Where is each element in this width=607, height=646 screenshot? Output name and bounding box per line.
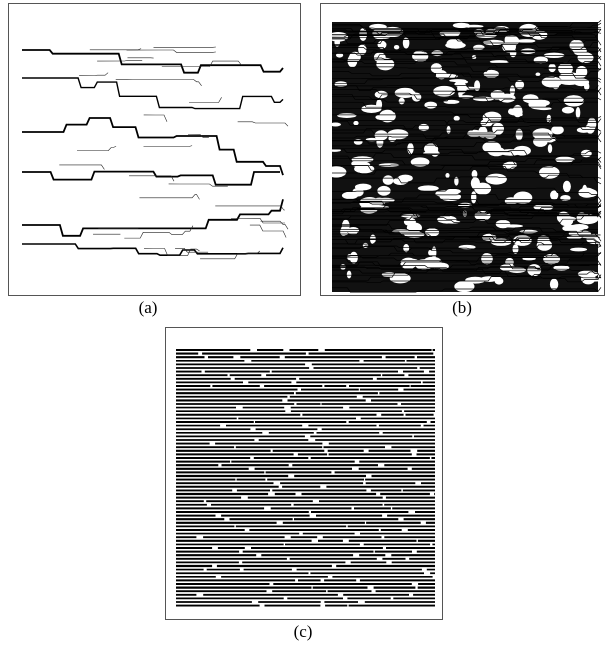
void [418, 185, 439, 191]
void [533, 136, 548, 147]
void [563, 181, 571, 193]
void [471, 191, 476, 203]
panel-label: (a) [139, 298, 158, 317]
void [510, 85, 515, 95]
void [394, 45, 399, 49]
void [454, 116, 460, 121]
void [539, 166, 560, 179]
page: (a) (b) (c) (() => { const data = JSON.p… [0, 0, 607, 646]
void [326, 166, 346, 177]
void [483, 40, 504, 46]
void [536, 73, 541, 77]
panel-b-cracks [326, 20, 603, 292]
void [570, 248, 587, 252]
void [374, 52, 386, 62]
void [562, 107, 574, 114]
void [564, 95, 584, 106]
void [471, 177, 480, 189]
panel-label: (b) [452, 298, 472, 317]
void [383, 175, 394, 185]
void [505, 197, 518, 205]
void [576, 107, 581, 118]
void [330, 123, 341, 127]
void [453, 23, 470, 28]
void [412, 51, 428, 62]
void [390, 273, 411, 283]
void [428, 250, 433, 256]
void [352, 156, 374, 162]
void [444, 100, 460, 104]
void [550, 279, 558, 290]
figure: (a) (b) (c) [0, 0, 607, 646]
void [542, 77, 562, 88]
void [447, 39, 463, 48]
void [354, 139, 363, 145]
void [486, 174, 507, 185]
void [353, 121, 358, 125]
panel-label: (c) [294, 622, 313, 641]
void [445, 173, 449, 178]
void [588, 118, 597, 131]
void [474, 80, 480, 91]
void [519, 113, 523, 116]
void [375, 130, 388, 140]
void [496, 220, 511, 229]
void [412, 93, 421, 102]
void [342, 232, 349, 235]
void [499, 149, 521, 156]
void [548, 144, 552, 153]
void [337, 113, 356, 118]
void [359, 28, 367, 41]
void [582, 185, 587, 196]
void [528, 99, 546, 109]
void [350, 252, 358, 264]
void [425, 228, 439, 237]
void [347, 271, 352, 279]
void [399, 98, 405, 105]
void [407, 223, 422, 234]
void [478, 126, 487, 138]
void [494, 277, 501, 282]
void [551, 126, 564, 135]
void [520, 230, 538, 234]
void [517, 39, 536, 43]
void [355, 184, 372, 191]
void [456, 80, 468, 83]
